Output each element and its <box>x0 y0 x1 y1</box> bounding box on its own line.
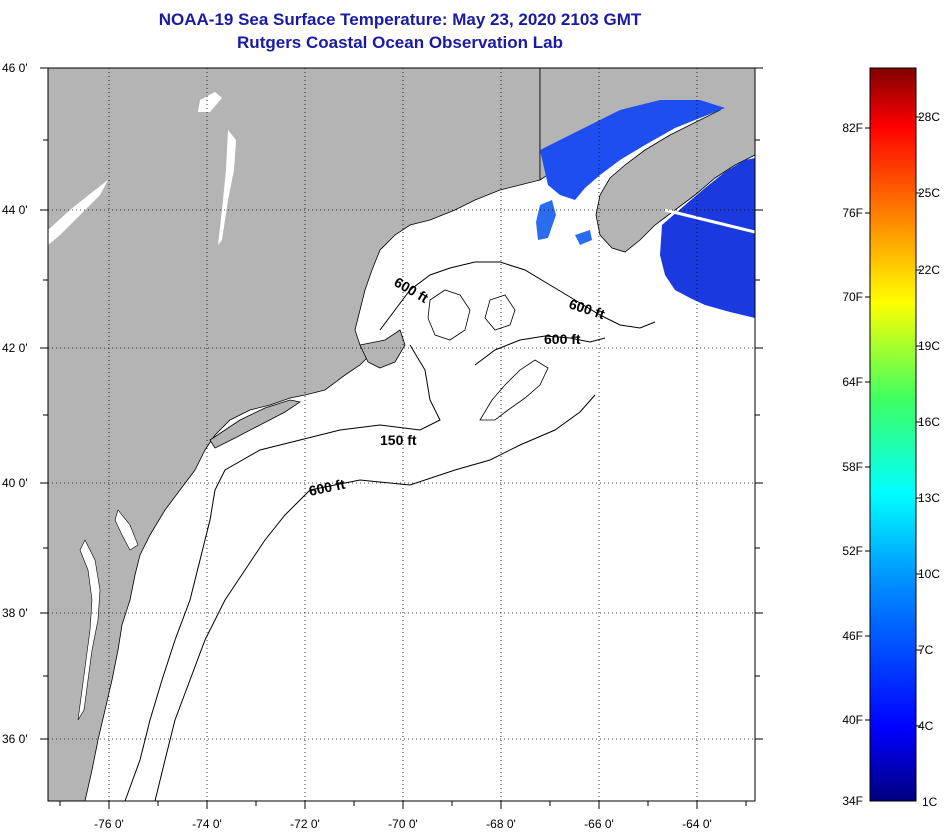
contour-misc <box>427 289 516 341</box>
lake-champlain <box>218 130 236 245</box>
delaware-bay <box>114 509 139 551</box>
contour-150ft <box>124 344 441 801</box>
colorbar-c-label: 19C <box>918 339 940 353</box>
lat-label: 40 0' <box>2 476 28 490</box>
colorbar-f-label: 70F <box>842 290 863 304</box>
colorbar-ticks <box>865 116 921 727</box>
contour-600ft-georges <box>474 335 606 366</box>
lat-label: 46 0' <box>2 61 28 75</box>
colorbar-c-label: 4C <box>918 719 934 733</box>
lat-label: 36 0' <box>2 732 28 746</box>
lon-label: -76 0' <box>94 817 124 831</box>
contour-label: 600 ft <box>544 331 581 347</box>
colorbar-f-label: 82F <box>842 121 863 135</box>
colorbar-f-label: 40F <box>842 713 863 727</box>
colorbar-f-label: 64F <box>842 375 863 389</box>
lon-label: -70 0' <box>388 817 418 831</box>
sst-bay-of-fundy <box>540 100 725 200</box>
colorbar-f-label: 76F <box>842 206 863 220</box>
colorbar-c-label: 25C <box>918 186 940 200</box>
colorbar-f-label: 46F <box>842 629 863 643</box>
map-frame <box>47 67 756 802</box>
lake-ontario <box>48 180 108 245</box>
sst-patch-2 <box>575 230 592 245</box>
land-cape-cod <box>359 329 406 369</box>
lake-small <box>198 92 222 112</box>
colorbar-f-label: 52F <box>842 544 863 558</box>
colorbar <box>869 67 917 802</box>
colorbar-c-label: 10C <box>918 567 940 581</box>
lat-label: 42 0' <box>2 341 28 355</box>
lat-label: 38 0' <box>2 606 28 620</box>
colorbar-c-label: 13C <box>918 491 940 505</box>
sst-streak <box>664 208 755 234</box>
contour-600ft-gulf-of-maine <box>379 261 656 331</box>
colorbar-f-label: 34F <box>842 794 863 808</box>
colorbar-f-label: 58F <box>842 460 863 474</box>
land-us-mainland <box>48 68 541 801</box>
land-long-island <box>209 399 302 449</box>
contour-600ft-shelf-edge <box>154 394 596 801</box>
map-title: NOAA-19 Sea Surface Temperature: May 23,… <box>158 10 642 29</box>
tick-marks <box>40 67 763 809</box>
map-subtitle: Rutgers Coastal Ocean Observation Lab <box>237 33 563 52</box>
colorbar-c-label: 28C <box>918 110 940 124</box>
lon-label: -74 0' <box>192 817 222 831</box>
colorbar-c-label: 1C <box>922 795 938 809</box>
lon-label: -66 0' <box>584 817 614 831</box>
contour-georges-bank <box>479 359 549 421</box>
chesapeake-bay <box>77 539 101 721</box>
colorbar-c-label: 7C <box>918 643 934 657</box>
lon-label: -68 0' <box>486 817 516 831</box>
sst-offshore-scotian-shelf <box>660 158 755 318</box>
lon-label: -72 0' <box>290 817 320 831</box>
lat-label: 44 0' <box>2 203 28 217</box>
colorbar-c-label: 16C <box>918 415 940 429</box>
lon-label: -64 0' <box>682 817 712 831</box>
contour-label: 150 ft <box>380 432 417 448</box>
contour-label: 600 ft <box>307 476 346 499</box>
colorbar-c-label: 22C <box>918 263 940 277</box>
